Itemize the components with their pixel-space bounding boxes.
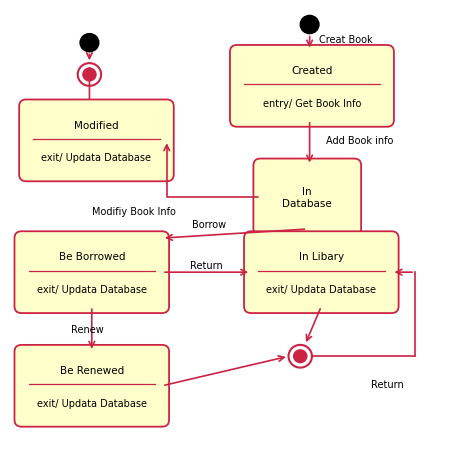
Text: Modifiy Book Info: Modifiy Book Info <box>92 207 176 216</box>
Text: Return: Return <box>371 379 403 389</box>
Circle shape <box>294 350 307 363</box>
Text: entry/ Get Book Info: entry/ Get Book Info <box>263 99 361 109</box>
Text: Add Book info: Add Book info <box>326 136 393 146</box>
Text: Be Renewed: Be Renewed <box>60 365 124 375</box>
FancyBboxPatch shape <box>15 345 169 427</box>
Text: In
Database: In Database <box>283 187 332 208</box>
FancyBboxPatch shape <box>15 232 169 313</box>
Text: Modified: Modified <box>74 120 119 130</box>
Circle shape <box>80 34 99 53</box>
Circle shape <box>289 345 312 368</box>
Text: exit/ Updata Database: exit/ Updata Database <box>37 285 147 295</box>
Circle shape <box>83 69 96 82</box>
Text: Created: Created <box>291 66 333 76</box>
Text: Return: Return <box>190 261 223 271</box>
Text: exit/ Updata Database: exit/ Updata Database <box>266 285 376 295</box>
Text: Creat Book: Creat Book <box>319 35 373 45</box>
FancyBboxPatch shape <box>254 159 361 236</box>
FancyBboxPatch shape <box>19 100 174 182</box>
FancyBboxPatch shape <box>244 232 399 313</box>
FancyBboxPatch shape <box>230 46 394 128</box>
Text: Be Borrowed: Be Borrowed <box>58 252 125 262</box>
Text: exit/ Updata Database: exit/ Updata Database <box>41 153 152 163</box>
Text: Borrow: Borrow <box>192 220 226 230</box>
Text: Renew: Renew <box>71 324 103 334</box>
Circle shape <box>300 17 319 34</box>
Text: exit/ Updata Database: exit/ Updata Database <box>37 398 147 408</box>
Circle shape <box>78 64 101 87</box>
Text: In Libary: In Libary <box>299 252 344 262</box>
